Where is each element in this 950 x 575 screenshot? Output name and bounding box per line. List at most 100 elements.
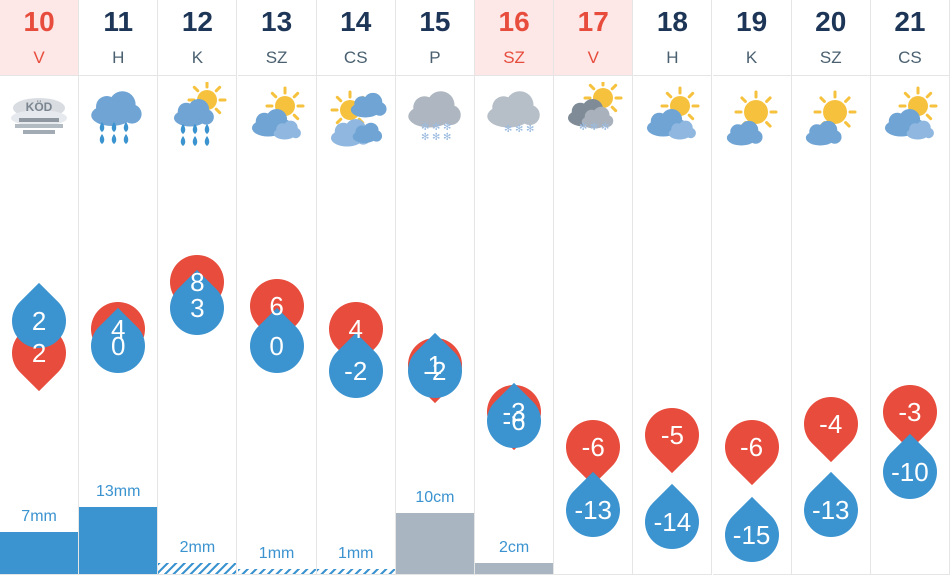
day-column[interactable]: 21 CS <box>870 0 950 575</box>
rain-cloud-icon <box>84 82 152 148</box>
high-temp-value: 4 <box>348 314 363 345</box>
high-temp-marker: -6 <box>725 420 779 474</box>
precip-label: 10cm <box>415 489 455 506</box>
fog-icon: KÖD <box>5 82 73 148</box>
day-of-week: H <box>112 48 125 67</box>
day-column[interactable]: 13 SZ <box>237 0 317 575</box>
day-header: 18 H <box>633 0 712 76</box>
low-temp-marker: -15 <box>725 508 779 562</box>
high-temp-value: 1 <box>427 349 443 380</box>
low-temp-value: 2 <box>31 305 47 336</box>
precip-bar <box>237 568 316 575</box>
day-of-week: SZ <box>503 48 525 67</box>
day-column[interactable]: 18 H <box>633 0 713 575</box>
low-temp-marker: -13 <box>566 483 620 537</box>
cloudy-sun-icon <box>322 82 390 148</box>
low-temp-value: -13 <box>574 494 613 525</box>
high-temp-marker: 8 <box>170 255 224 309</box>
low-temp-marker: -2 <box>408 344 462 398</box>
high-temp-marker: 1 <box>408 338 462 392</box>
mostly-sunny-icon <box>797 82 865 148</box>
high-temp-value: 4 <box>111 314 126 345</box>
day-date: 14 <box>340 6 372 37</box>
day-column[interactable]: 15 P ✻ ✻ ✻ ✻ ✻ ✻ 1 -2 <box>395 0 475 575</box>
precip-bar <box>0 531 79 575</box>
precip-label: 1mm <box>258 544 295 562</box>
mostly-sunny-icon <box>718 82 786 148</box>
partly-cloudy-icon <box>638 82 706 148</box>
precip-label: 2cm <box>498 538 530 556</box>
day-column[interactable]: 12 K 8 <box>158 0 238 575</box>
precip-label: 2mm <box>179 538 216 556</box>
day-of-week: K <box>745 48 758 67</box>
day-column[interactable]: 16 SZ ✻ ✻ ✻ -3 -6 <box>475 0 555 575</box>
low-temp-value: -10 <box>891 456 929 487</box>
day-column[interactable]: 14 CS <box>316 0 396 575</box>
high-temp-value: -6 <box>740 432 764 463</box>
day-header: 14 CS <box>316 0 395 76</box>
day-of-week: V <box>587 48 599 67</box>
day-column[interactable]: 17 V ✻ ✻ ✻ <box>554 0 634 575</box>
day-header: 21 CS <box>870 0 949 76</box>
high-temp-value: 6 <box>269 290 284 321</box>
fog-label: KÖD <box>26 99 53 114</box>
day-header: 17 V <box>554 0 633 76</box>
partly-cloudy-rain-icon <box>163 80 231 148</box>
day-header: 13 SZ <box>237 0 316 76</box>
partly-cloudy-icon <box>876 82 944 148</box>
low-temp-value: -2 <box>344 356 368 386</box>
day-column[interactable]: 11 H 4 0 <box>79 0 159 575</box>
low-temp-value: 0 <box>269 330 284 361</box>
high-temp-marker: 2 <box>12 326 66 380</box>
day-of-week: P <box>429 48 441 67</box>
high-temp-marker: 4 <box>91 302 145 356</box>
light-snow-cloud-icon: ✻ ✻ ✻ <box>480 82 548 148</box>
high-temp-marker: -3 <box>883 385 937 439</box>
day-date: 15 <box>419 6 451 37</box>
day-date: 12 <box>181 6 213 37</box>
high-temp-value: -6 <box>581 432 605 463</box>
precip-bar <box>79 507 158 575</box>
high-temp-value: -5 <box>660 420 684 451</box>
svg-text:✻: ✻ <box>504 124 512 135</box>
precip-label: 7mm <box>21 507 57 525</box>
high-temp-value: -4 <box>819 408 843 439</box>
high-temp-value: 8 <box>190 267 205 297</box>
day-header: 19 K <box>712 0 791 76</box>
day-date: 10 <box>23 6 55 37</box>
day-of-week: CS <box>343 48 368 67</box>
day-header: 11 H <box>79 0 158 76</box>
day-of-week: K <box>191 48 204 67</box>
day-date: 17 <box>577 6 609 37</box>
svg-text:✻: ✻ <box>601 122 609 133</box>
day-of-week: V <box>33 48 45 67</box>
day-column[interactable]: 19 K -6 - <box>712 0 792 575</box>
day-date: 21 <box>894 6 926 37</box>
low-temp-value: 0 <box>111 330 126 361</box>
high-temp-marker: -3 <box>487 385 541 439</box>
day-header: 15 P <box>395 0 474 76</box>
day-header: 16 SZ <box>475 0 554 76</box>
svg-text:✻: ✻ <box>579 122 587 133</box>
svg-text:✻: ✻ <box>421 122 429 133</box>
low-temp-marker: -6 <box>487 394 541 448</box>
low-temp-value: -15 <box>732 519 771 550</box>
day-column[interactable]: 20 SZ -4 <box>791 0 871 575</box>
day-of-week: CS <box>898 48 922 67</box>
low-temp-marker: 3 <box>170 281 224 335</box>
svg-text:✻: ✻ <box>421 132 429 143</box>
high-temp-marker: 4 <box>329 302 383 356</box>
day-header: 20 SZ <box>791 0 870 76</box>
day-of-week: SZ <box>265 48 288 67</box>
day-column[interactable]: 10 V KÖD 2 2 <box>0 0 80 575</box>
day-date: 19 <box>736 6 768 37</box>
day-of-week: SZ <box>819 48 842 67</box>
low-temp-marker: 0 <box>91 319 145 373</box>
low-temp-marker: 2 <box>12 294 66 348</box>
partly-cloudy-icon <box>243 82 311 148</box>
precip-label: 13mm <box>96 483 141 500</box>
day-date: 18 <box>656 6 688 37</box>
day-of-week: H <box>666 48 679 67</box>
svg-text:✻: ✻ <box>443 122 451 133</box>
